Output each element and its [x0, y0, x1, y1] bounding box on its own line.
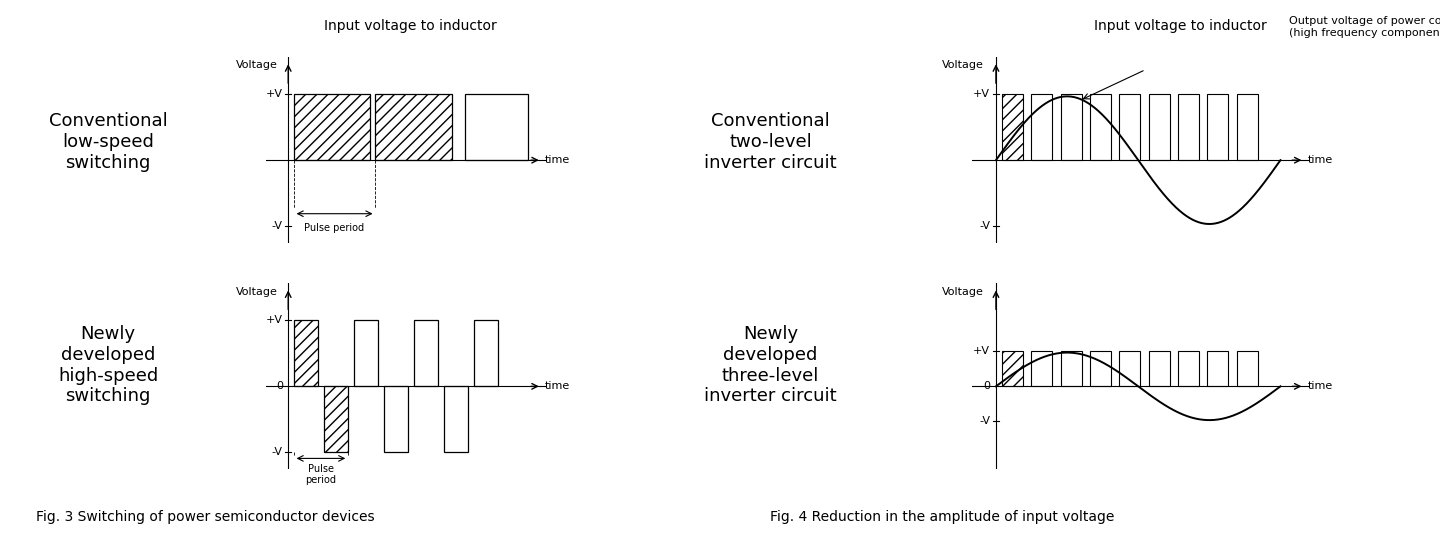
Text: Voltage: Voltage [942, 287, 984, 296]
Bar [1002, 94, 1022, 160]
Bar [1119, 94, 1140, 160]
Text: Voltage: Voltage [235, 287, 278, 296]
Bar [1149, 94, 1169, 160]
Bar [1061, 352, 1081, 386]
Bar [1149, 352, 1169, 386]
Text: Input voltage to inductor: Input voltage to inductor [324, 19, 497, 33]
Text: Voltage: Voltage [235, 60, 278, 70]
Text: Voltage: Voltage [942, 60, 984, 70]
Text: time: time [1308, 382, 1332, 391]
Text: 0: 0 [275, 382, 282, 391]
Bar [1119, 352, 1140, 386]
Bar [1178, 352, 1200, 386]
Bar [1031, 352, 1053, 386]
Bar [324, 386, 348, 452]
Text: Pulse
period: Pulse period [305, 464, 337, 486]
Bar [376, 94, 452, 160]
Text: time: time [1308, 155, 1332, 165]
Bar [444, 386, 468, 452]
Bar [1207, 94, 1228, 160]
Text: +V: +V [973, 89, 989, 99]
Text: +V: +V [266, 89, 282, 99]
Text: Fig. 3 Switching of power semiconductor devices: Fig. 3 Switching of power semiconductor … [36, 510, 374, 524]
Bar [1207, 352, 1228, 386]
Text: Conventional
low-speed
switching: Conventional low-speed switching [49, 112, 167, 172]
Text: -V: -V [272, 221, 282, 231]
Text: Conventional
two-level
inverter circuit: Conventional two-level inverter circuit [704, 112, 837, 172]
Bar [1002, 352, 1022, 386]
Bar [1061, 94, 1081, 160]
Bar [474, 320, 498, 386]
Bar [354, 320, 379, 386]
Bar [294, 94, 370, 160]
Text: +V: +V [973, 346, 989, 356]
Text: -V: -V [979, 221, 989, 231]
Text: time: time [544, 382, 570, 391]
Text: Output voltage of power conditioner
(high frequency components removed): Output voltage of power conditioner (hig… [1289, 16, 1440, 38]
Bar [383, 386, 408, 452]
Bar [1237, 352, 1257, 386]
Text: Pulse period: Pulse period [304, 223, 364, 233]
Text: Fig. 4 Reduction in the amplitude of input voltage: Fig. 4 Reduction in the amplitude of inp… [770, 510, 1115, 524]
Text: 0: 0 [984, 382, 989, 391]
Bar [1178, 94, 1200, 160]
Bar [1237, 94, 1257, 160]
Text: Input voltage to inductor: Input voltage to inductor [1094, 19, 1267, 33]
Bar [465, 94, 528, 160]
Text: time: time [544, 155, 570, 165]
Bar [1090, 94, 1110, 160]
Text: Newly
developed
high-speed
switching: Newly developed high-speed switching [58, 325, 158, 405]
Text: Newly
developed
three-level
inverter circuit: Newly developed three-level inverter cir… [704, 325, 837, 405]
Text: +V: +V [266, 316, 282, 325]
Bar [1090, 352, 1110, 386]
Text: -V: -V [272, 447, 282, 457]
Text: -V: -V [979, 416, 989, 426]
Bar [294, 320, 318, 386]
Bar [413, 320, 438, 386]
Bar [1031, 94, 1053, 160]
